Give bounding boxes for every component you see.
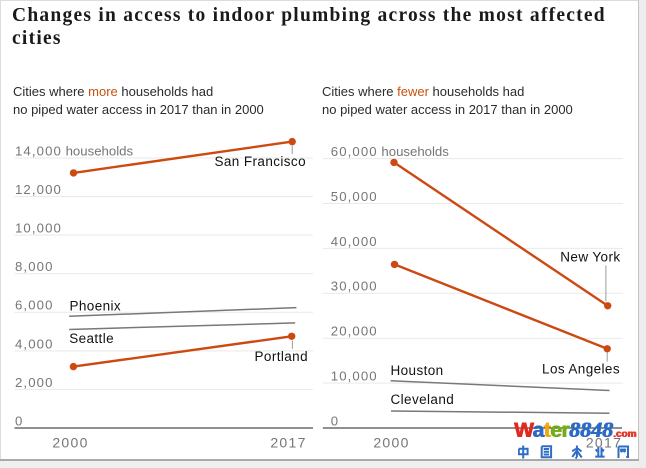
svg-text:14,000 households: 14,000 households: [15, 143, 133, 158]
svg-text:6,000: 6,000: [15, 298, 54, 313]
svg-text:10,000: 10,000: [331, 369, 378, 384]
svg-text:10,000: 10,000: [15, 221, 62, 236]
svg-text:New York: New York: [560, 250, 620, 265]
svg-text:Phoenix: Phoenix: [70, 298, 122, 313]
svg-text:2017: 2017: [586, 435, 622, 451]
svg-text:0: 0: [15, 413, 22, 428]
svg-text:30,000: 30,000: [331, 279, 378, 294]
svg-text:4,000: 4,000: [15, 336, 54, 351]
svg-text:0: 0: [331, 413, 338, 428]
svg-text:40,000: 40,000: [331, 234, 378, 249]
svg-text:2017: 2017: [270, 435, 306, 451]
svg-text:Seattle: Seattle: [69, 331, 114, 346]
svg-text:20,000: 20,000: [331, 324, 378, 339]
svg-text:60,000 households: 60,000 households: [331, 144, 449, 159]
svg-text:2,000: 2,000: [15, 375, 54, 390]
svg-text:Los Angeles: Los Angeles: [542, 362, 620, 377]
svg-text:Cleveland: Cleveland: [391, 392, 455, 407]
svg-text:2000: 2000: [373, 435, 409, 451]
svg-text:2000: 2000: [52, 435, 88, 451]
svg-text:8,000: 8,000: [15, 259, 54, 274]
svg-text:50,000: 50,000: [331, 189, 378, 204]
svg-text:12,000: 12,000: [15, 182, 62, 197]
svg-text:San Francisco: San Francisco: [215, 154, 307, 169]
svg-text:Houston: Houston: [391, 363, 444, 378]
svg-text:Portland: Portland: [255, 349, 308, 364]
